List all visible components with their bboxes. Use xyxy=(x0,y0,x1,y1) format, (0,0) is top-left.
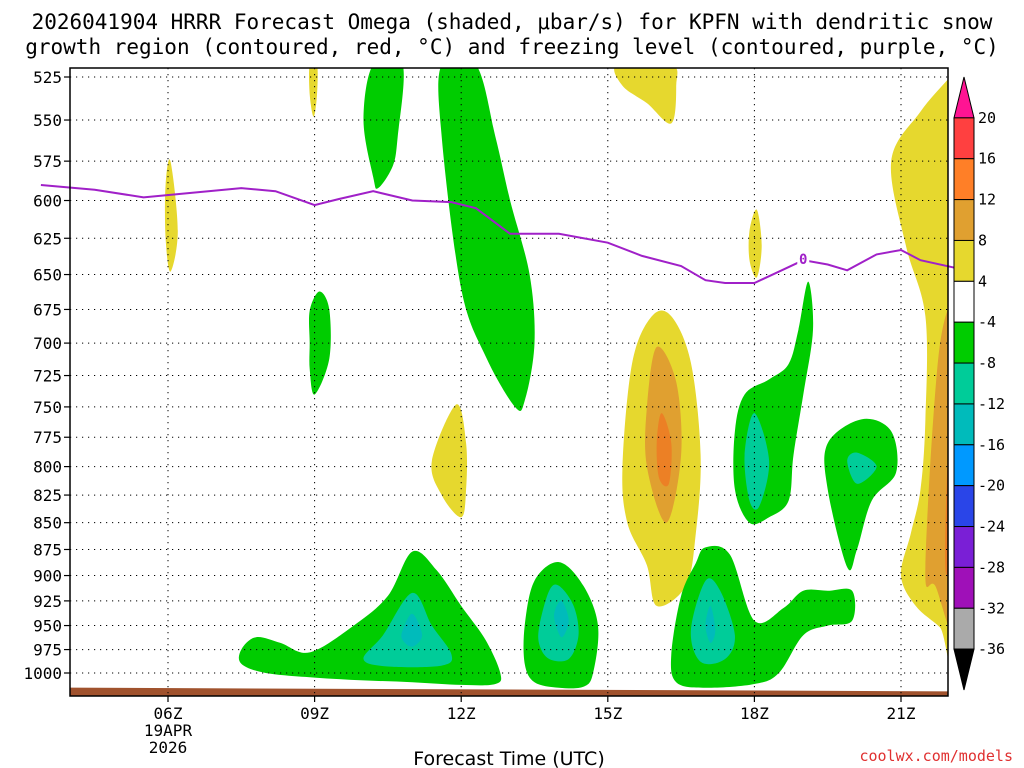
y-tick-label: 600 xyxy=(33,192,62,211)
colorbar-segment xyxy=(953,403,975,446)
colorbar-segment xyxy=(953,444,975,487)
omega-region-yellow-top-15z xyxy=(614,68,678,124)
colorbar-label: -36 xyxy=(978,640,1005,658)
y-tick-label: 725 xyxy=(33,367,62,386)
omega-shading xyxy=(70,68,948,696)
colorbar-label: 16 xyxy=(978,150,996,168)
colorbar-label: -16 xyxy=(978,436,1005,454)
y-tick-label: 625 xyxy=(33,229,62,248)
x-axis-label: Forecast Time (UTC) xyxy=(413,748,604,768)
colorbar-segment xyxy=(953,607,975,650)
y-tick-label: 675 xyxy=(33,300,62,319)
plot-frame xyxy=(69,67,949,697)
omega-region-yellow-sliver-18z xyxy=(748,209,762,278)
colorbar-label: 4 xyxy=(978,272,987,290)
omega-region-yellow-sliver-6z xyxy=(164,159,178,272)
colorbar-label: -28 xyxy=(978,558,1005,576)
title-line-2: growth region (contoured, red, °C) and f… xyxy=(25,35,999,59)
x-tick-label: 12Z xyxy=(447,704,476,723)
colorbar-segment xyxy=(953,566,975,609)
y-tick-label: 525 xyxy=(33,68,62,87)
colorbar-label: -20 xyxy=(978,477,1005,495)
date-label-day: 19APR xyxy=(144,721,193,740)
y-tick-label: 925 xyxy=(33,592,62,611)
colorbar-label: -12 xyxy=(978,395,1005,413)
y-tick-label: 750 xyxy=(33,398,62,417)
colorbar-segment xyxy=(953,321,975,364)
plot-area: 0 xyxy=(40,68,960,696)
omega-region-green-low-9z-12z xyxy=(238,550,502,686)
y-tick-label: 825 xyxy=(33,486,62,505)
omega-region-orange-right-edge xyxy=(925,309,948,626)
x-axis: 06Z 09Z 12Z 15Z 18Z 21Z xyxy=(154,696,916,723)
y-tick-label: 650 xyxy=(33,266,62,285)
omega-region-darkorange-16z xyxy=(656,413,672,487)
colorbar-segment xyxy=(953,526,975,568)
omega-region-cyan-20z xyxy=(847,452,877,484)
y-tick-label: 875 xyxy=(33,540,62,559)
colorbar-label: 8 xyxy=(978,231,987,249)
y-tick-label: 575 xyxy=(33,152,62,171)
y-tick-label: 1000 xyxy=(23,664,62,683)
omega-region-green-blob-9z xyxy=(308,291,331,395)
y-tick-label: 700 xyxy=(33,334,62,353)
y-tick-label: 850 xyxy=(33,514,62,533)
colorbar-segment xyxy=(953,362,975,405)
omega-region-green-column-12z xyxy=(438,68,535,412)
colorbar-segment xyxy=(953,239,975,282)
y-tick-label: 950 xyxy=(33,617,62,636)
omega-region-teal-low-11z xyxy=(401,613,423,647)
omega-region-yellow-sliver-9z xyxy=(309,68,318,117)
omega-region-teal-low-17z xyxy=(705,605,716,643)
colorbar-label: -32 xyxy=(978,599,1005,617)
title-line-1: 2026041904 HRRR Forecast Omega (shaded, … xyxy=(32,10,993,34)
ground-surface xyxy=(70,687,948,696)
colorbar-label: -8 xyxy=(978,354,996,372)
omega-region-green-column-11z xyxy=(363,68,404,189)
omega-region-yellow-right-edge xyxy=(890,79,948,659)
colorbar-segment xyxy=(953,485,975,528)
x-tick-label: 06Z xyxy=(154,704,183,723)
y-tick-label: 900 xyxy=(33,567,62,586)
colorbar-segment xyxy=(953,117,975,160)
credit-link[interactable]: coolwx.com/models xyxy=(859,747,1013,765)
x-tick-label: 18Z xyxy=(740,704,769,723)
omega-region-green-18z xyxy=(733,281,814,525)
freezing-level-label: 0 xyxy=(799,252,807,268)
colorbar-top-arrow xyxy=(953,76,975,119)
colorbar-segment xyxy=(953,199,975,241)
x-tick-label: 09Z xyxy=(300,704,329,723)
x-tick-label: 21Z xyxy=(887,704,916,723)
freezing-level-label-bg xyxy=(797,250,810,266)
y-tick-label: 800 xyxy=(33,458,62,477)
y-axis: 525 550 575 600 625 650 675 700 725 750 775 800 825 8… xyxy=(23,68,70,683)
colorbar-label: -24 xyxy=(978,518,1005,536)
colorbar-segment xyxy=(953,158,975,201)
freezing-level-line xyxy=(40,184,960,284)
omega-region-green-20z xyxy=(824,418,898,571)
omega-region-yellow-diamond-12z xyxy=(431,404,468,518)
colorbar-label: -4 xyxy=(978,313,996,331)
colorbar-segment xyxy=(953,280,975,323)
date-label-year: 2026 xyxy=(149,738,188,757)
colorbar-bottom-arrow xyxy=(953,648,975,691)
gridlines xyxy=(70,68,948,696)
colorbar-label: 12 xyxy=(978,191,996,209)
y-tick-label: 550 xyxy=(33,111,62,130)
colorbar-label: 20 xyxy=(978,109,996,127)
title: 2026041904 HRRR Forecast Omega (shaded, … xyxy=(25,10,999,59)
omega-region-teal-low-14z xyxy=(554,600,569,638)
y-tick-label: 775 xyxy=(33,428,62,447)
y-tick-label: 975 xyxy=(33,641,62,660)
x-tick-label: 15Z xyxy=(593,704,622,723)
colorbar: 20 16 12 8 4 -4 -8 -12 -16 -20 -24 -28 -32 -36 xyxy=(953,76,1005,691)
omega-region-cyan-18z xyxy=(744,413,770,510)
